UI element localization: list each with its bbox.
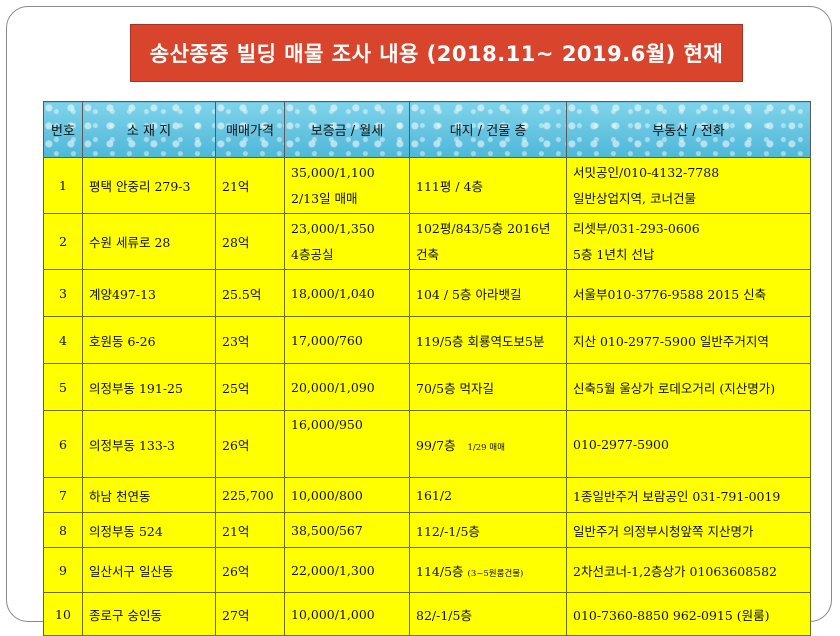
deposit-cell: 10,000/800 xyxy=(284,477,410,513)
agency-line2: 5층 1년치 선납 xyxy=(573,246,655,262)
agency-cell: 서밋공인/010-4132-7788 일반상업지역, 코너건물 xyxy=(566,157,811,214)
row-number: 3 xyxy=(43,269,83,317)
deposit-cell: 38,500/567 xyxy=(284,512,410,548)
table-row: 2 수원 세류로 28 28억 23,000/1,350 4층공실 102평/84… xyxy=(43,213,811,270)
table-row: 1 평택 안중리 279-3 21억 35,000/1,100 2/13일 매매 … xyxy=(43,157,811,214)
land-line1: 102평/843/5층 2016년 xyxy=(416,220,551,236)
land-cell: 111평 / 4층 xyxy=(409,157,567,214)
deposit-cell: 22,000/1,300 xyxy=(284,547,410,593)
deposit-cell: 17,000/760 xyxy=(284,316,410,364)
location-cell: 일산서구 일산동 xyxy=(82,547,216,593)
table-row: 7 하남 천연동 225,700 10,000/800 161/2 1종일반주거… xyxy=(43,477,811,513)
price-cell: 25.5억 xyxy=(215,269,285,317)
land-cell: 161/2 xyxy=(409,477,567,513)
location-cell: 의정부동 524 xyxy=(82,512,216,548)
agency-cell: 2차선코너-1,2층상가 01063608582 xyxy=(566,547,811,593)
price-cell: 23억 xyxy=(215,316,285,364)
page-title: 송산종중 빌딩 매물 조사 내용 (2018.11~ 2019.6월) 현재 xyxy=(149,42,724,66)
price-cell: 21억 xyxy=(215,157,285,214)
land-main: 99/7층 xyxy=(416,437,456,453)
row-number: 5 xyxy=(43,363,83,411)
row-number: 2 xyxy=(43,213,83,270)
location-cell: 계양497-13 xyxy=(82,269,216,317)
table-row: 8 의정부동 524 21억 38,500/567 112/-1/5층 일반주거… xyxy=(43,512,811,548)
deposit-line1: 35,000/1,100 xyxy=(291,164,375,180)
land-main: 114/5층 xyxy=(416,563,464,579)
agency-cell: 010-2977-5900 xyxy=(566,410,811,478)
agency-cell: 리셋부/031-293-0606 5층 1년치 선납 xyxy=(566,213,811,270)
land-note: 1/29 매매 xyxy=(467,442,505,453)
row-number: 6 xyxy=(43,410,83,478)
title-banner: 송산종중 빌딩 매물 조사 내용 (2018.11~ 2019.6월) 현재 xyxy=(130,24,743,82)
land-cell: 104 / 5층 아라뱃길 xyxy=(409,269,567,317)
header-agency: 부동산 / 전화 xyxy=(566,101,811,158)
location-cell: 수원 세류로 28 xyxy=(82,213,216,270)
header-location: 소 재 지 xyxy=(82,101,216,158)
price-cell: 28억 xyxy=(215,213,285,270)
header-deposit: 보증금 / 월세 xyxy=(284,101,410,158)
location-cell: 의정부동 133-3 xyxy=(82,410,216,478)
row-number: 9 xyxy=(43,547,83,593)
price-cell: 27억 xyxy=(215,592,285,636)
land-cell: 82/-1/5층 xyxy=(409,592,567,636)
location-cell: 종로구 숭인동 xyxy=(82,592,216,636)
header-land: 대지 / 건물 층 xyxy=(409,101,567,158)
location-cell: 호원동 6-26 xyxy=(82,316,216,364)
land-line2: 건축 xyxy=(416,246,440,262)
header-price: 매매가격 xyxy=(215,101,285,158)
table-row: 4 호원동 6-26 23억 17,000/760 119/5층 회룡역도보5분… xyxy=(43,316,811,364)
land-cell: 119/5층 회룡역도보5분 xyxy=(409,316,567,364)
agency-line2: 일반상업지역, 코너건물 xyxy=(573,190,696,206)
table-row: 10 종로구 숭인동 27억 10,000/1,000 82/-1/5층 010… xyxy=(43,592,811,636)
price-cell: 26억 xyxy=(215,547,285,593)
land-note: (3~5원룸건물) xyxy=(467,568,524,579)
deposit-line1: 23,000/1,350 xyxy=(291,220,375,236)
agency-cell: 지산 010-2977-5900 일반주거지역 xyxy=(566,316,811,364)
agency-line1: 서밋공인/010-4132-7788 xyxy=(573,164,720,180)
location-cell: 의정부동 191-25 xyxy=(82,363,216,411)
land-cell: 99/7층 1/29 매매 xyxy=(409,410,567,478)
table-row: 6 의정부동 133-3 26억 16,000/950 99/7층 1/29 매… xyxy=(43,410,811,478)
property-table: 번호 소 재 지 매매가격 보증금 / 월세 대지 / 건물 층 부동산 / 전… xyxy=(43,101,811,636)
row-number: 10 xyxy=(43,592,83,636)
land-cell: 70/5층 먹자길 xyxy=(409,363,567,411)
agency-cell: 010-7360-8850 962-0915 (원룸) xyxy=(566,592,811,636)
table-row: 5 의정부동 191-25 25억 20,000/1,090 70/5층 먹자길… xyxy=(43,363,811,411)
price-cell: 25억 xyxy=(215,363,285,411)
row-number: 8 xyxy=(43,512,83,548)
land-cell: 114/5층 (3~5원룸건물) xyxy=(409,547,567,593)
deposit-cell: 18,000/1,040 xyxy=(284,269,410,317)
deposit-line2: 2/13일 매매 xyxy=(291,190,358,206)
row-number: 7 xyxy=(43,477,83,513)
price-cell: 26억 xyxy=(215,410,285,478)
table-row: 3 계양497-13 25.5억 18,000/1,040 104 / 5층 아… xyxy=(43,269,811,317)
deposit-cell: 16,000/950 xyxy=(284,410,410,478)
agency-cell: 신축5월 울상가 로데오거리 (지산명가) xyxy=(566,363,811,411)
deposit-cell: 35,000/1,100 2/13일 매매 xyxy=(284,157,410,214)
land-cell: 112/-1/5층 xyxy=(409,512,567,548)
row-number: 4 xyxy=(43,316,83,364)
price-cell: 21억 xyxy=(215,512,285,548)
table-row: 9 일산서구 일산동 26억 22,000/1,300 114/5층 (3~5원… xyxy=(43,547,811,593)
deposit-line2: 4층공실 xyxy=(291,246,334,262)
location-cell: 하남 천연동 xyxy=(82,477,216,513)
location-cell: 평택 안중리 279-3 xyxy=(82,157,216,214)
deposit-cell: 23,000/1,350 4층공실 xyxy=(284,213,410,270)
header-no: 번호 xyxy=(43,101,83,158)
agency-cell: 일반주거 의정부시청앞쪽 지산명가 xyxy=(566,512,811,548)
price-cell: 225,700 xyxy=(215,477,285,513)
header-row: 번호 소 재 지 매매가격 보증금 / 월세 대지 / 건물 층 부동산 / 전… xyxy=(43,101,811,158)
deposit-cell: 20,000/1,090 xyxy=(284,363,410,411)
agency-cell: 서울부010-3776-9588 2015 신축 xyxy=(566,269,811,317)
agency-line1: 리셋부/031-293-0606 xyxy=(573,220,700,236)
row-number: 1 xyxy=(43,157,83,214)
deposit-cell: 10,000/1,000 xyxy=(284,592,410,636)
agency-cell: 1종일반주거 보람공인 031-791-0019 xyxy=(566,477,811,513)
